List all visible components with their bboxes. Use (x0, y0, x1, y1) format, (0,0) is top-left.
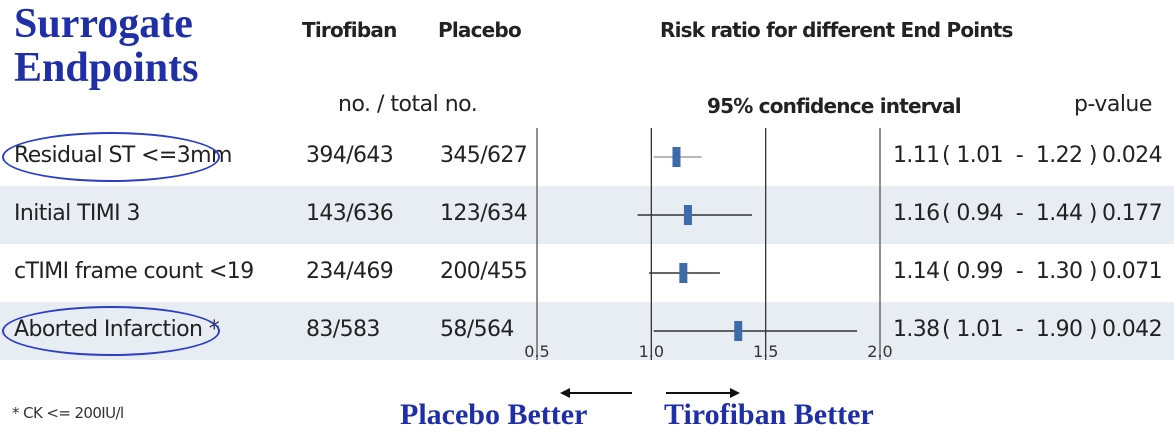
row-label: cTIMI frame count <19 (14, 259, 254, 284)
risk-ratio-value: 1.11 (893, 143, 940, 168)
tirofiban-count: 234/469 (306, 259, 394, 284)
header-tirofiban: Tirofiban (302, 18, 397, 42)
risk-ratio-value: 1.16 (893, 201, 940, 226)
risk-ratio-value: 1.14 (893, 259, 940, 284)
confidence-interval: ( 1.01 - 1.90 ) (942, 317, 1097, 342)
rr-marker (683, 205, 692, 225)
row-label: Initial TIMI 3 (14, 201, 140, 226)
title-line-2: Endpoints (14, 45, 199, 91)
placebo-better-label: Placebo Better (400, 398, 588, 431)
footnote: * CK <= 200IU/l (12, 404, 124, 422)
confidence-interval: ( 0.99 - 1.30 ) (942, 259, 1097, 284)
tirofiban-count: 143/636 (306, 201, 394, 226)
highlight-oval (2, 132, 220, 182)
rr-marker (672, 147, 681, 167)
p-value: 0.024 (1102, 143, 1163, 168)
placebo-count: 345/627 (440, 143, 528, 168)
tirofiban-count: 394/643 (306, 143, 394, 168)
header-risk-ratio: Risk ratio for different End Points (660, 18, 1013, 42)
header-pvalue: p-value (1074, 92, 1152, 117)
title-line-1: Surrogate (14, 1, 193, 47)
x-tick-label: 1.0 (639, 342, 664, 361)
rr-marker (679, 263, 688, 283)
placebo-count: 123/634 (440, 201, 528, 226)
header-counts: no. / total no. (338, 92, 478, 117)
x-tick-label: 2.0 (867, 342, 892, 361)
placebo-arrow-head (560, 388, 570, 398)
confidence-interval: ( 1.01 - 1.22 ) (942, 143, 1097, 168)
p-value: 0.177 (1102, 201, 1163, 226)
highlight-oval (2, 306, 220, 356)
tirofiban-arrow-head (730, 388, 740, 398)
risk-ratio-value: 1.38 (893, 317, 940, 342)
confidence-interval: ( 0.94 - 1.44 ) (942, 201, 1097, 226)
placebo-count: 58/564 (440, 317, 514, 342)
placebo-count: 200/455 (440, 259, 528, 284)
row-band (0, 186, 1174, 244)
p-value: 0.071 (1102, 259, 1163, 284)
header-ci: 95% confidence interval (707, 94, 962, 118)
p-value: 0.042 (1102, 317, 1163, 342)
rr-marker (734, 321, 743, 341)
x-tick-label: 0.5 (524, 342, 549, 361)
tirofiban-count: 83/583 (306, 317, 380, 342)
tirofiban-better-label: Tirofiban Better (664, 398, 874, 431)
header-placebo: Placebo (438, 18, 522, 42)
x-tick-label: 1.5 (753, 342, 778, 361)
